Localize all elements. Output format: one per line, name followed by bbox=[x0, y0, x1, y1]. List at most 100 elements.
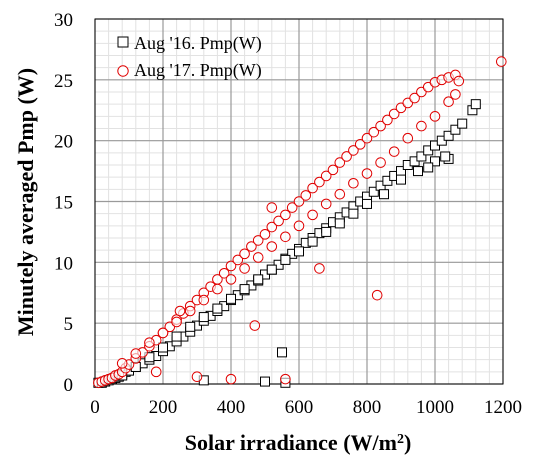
data-point-circle bbox=[184, 305, 196, 317]
series-1 bbox=[93, 56, 507, 389]
data-point-circle bbox=[402, 132, 414, 144]
y-tick-labels: 0 5 10 15 20 25 30 bbox=[54, 10, 73, 396]
x-tick-label: 0 bbox=[90, 397, 100, 418]
data-point-circle bbox=[354, 139, 366, 150]
data-point-circle bbox=[327, 164, 339, 176]
data-point-square bbox=[198, 312, 209, 323]
legend: Aug '16. Pmp(W) Aug '17. Pmp(W) bbox=[117, 33, 262, 81]
data-point-circle bbox=[259, 229, 271, 240]
plot-frame bbox=[94, 18, 504, 385]
data-points bbox=[93, 56, 507, 389]
y-tick-label: 10 bbox=[54, 253, 73, 274]
data-point-circle bbox=[371, 289, 383, 301]
data-point-square bbox=[253, 274, 264, 285]
data-point-square bbox=[368, 186, 379, 197]
data-point-square bbox=[260, 376, 270, 387]
data-point-square bbox=[144, 352, 155, 363]
data-point-circle bbox=[348, 145, 359, 156]
data-point-circle bbox=[307, 182, 318, 194]
x-tick-label: 600 bbox=[285, 397, 314, 418]
x-tick-label: 1200 bbox=[484, 397, 522, 418]
data-point-square bbox=[440, 151, 451, 162]
data-point-circle bbox=[198, 294, 210, 306]
data-point-square bbox=[307, 236, 318, 247]
data-point-square bbox=[470, 99, 481, 110]
data-point-circle bbox=[429, 111, 441, 122]
y-tick-label: 0 bbox=[64, 375, 74, 396]
x-axis-title-superscript: 2 bbox=[397, 432, 404, 447]
y-tick-label: 5 bbox=[64, 314, 74, 335]
data-point-circle bbox=[443, 96, 454, 108]
x-tick-label: 200 bbox=[149, 397, 178, 418]
data-point-square bbox=[430, 156, 440, 167]
data-point-circle bbox=[280, 231, 291, 243]
y-tick-label: 15 bbox=[54, 193, 73, 214]
data-point-square bbox=[423, 162, 434, 173]
legend-label-aug17: Aug '17. Pmp(W) bbox=[134, 60, 262, 81]
data-point-circle bbox=[361, 168, 373, 179]
data-point-circle bbox=[239, 263, 250, 274]
y-tick-label: 25 bbox=[54, 71, 73, 92]
data-point-circle bbox=[334, 188, 346, 200]
data-point-circle bbox=[409, 92, 420, 104]
data-point-circle bbox=[157, 327, 169, 339]
data-point-circle bbox=[293, 220, 305, 232]
data-point-square bbox=[334, 218, 345, 229]
data-point-circle bbox=[450, 89, 461, 100]
data-point-circle bbox=[375, 120, 386, 132]
data-point-circle bbox=[212, 283, 223, 295]
data-point-square bbox=[321, 226, 332, 237]
y-axis-title: Minutely averaged Pmp (W) bbox=[13, 68, 38, 336]
data-point-circle bbox=[368, 126, 380, 138]
legend-marker-square bbox=[117, 36, 129, 48]
data-point-square bbox=[280, 254, 291, 265]
data-point-circle bbox=[249, 320, 261, 331]
data-point-square bbox=[416, 151, 427, 162]
data-point-circle bbox=[361, 132, 373, 144]
data-point-square bbox=[158, 342, 168, 353]
x-tick-label: 800 bbox=[353, 397, 382, 418]
data-point-square bbox=[348, 208, 359, 219]
x-axis-title-text: Solar irradiance (W/m bbox=[185, 430, 397, 455]
data-point-square bbox=[362, 198, 372, 209]
data-point-circle bbox=[453, 75, 465, 87]
data-point-circle bbox=[273, 215, 284, 227]
data-point-circle bbox=[280, 209, 291, 221]
data-point-circle bbox=[266, 241, 278, 252]
data-point-square bbox=[379, 189, 389, 200]
x-axis-title-close: ) bbox=[404, 430, 411, 455]
data-point-circle bbox=[280, 373, 291, 385]
data-point-circle bbox=[416, 120, 427, 132]
data-point-circle bbox=[246, 241, 257, 252]
x-tick-label: 400 bbox=[217, 397, 246, 418]
series-0 bbox=[93, 99, 481, 388]
y-tick-label: 20 bbox=[54, 132, 73, 153]
data-point-circle bbox=[218, 267, 230, 279]
data-point-circle bbox=[320, 170, 332, 182]
data-point-square bbox=[413, 166, 423, 177]
data-point-square bbox=[226, 293, 236, 304]
data-point-square bbox=[457, 118, 468, 129]
data-point-square bbox=[443, 130, 454, 141]
data-point-circle bbox=[130, 348, 142, 359]
data-point-circle bbox=[286, 202, 298, 213]
data-point-square bbox=[294, 246, 304, 257]
data-point-circle bbox=[171, 316, 182, 328]
data-point-circle bbox=[293, 196, 305, 207]
data-point-circle bbox=[496, 56, 507, 67]
data-point-square bbox=[266, 264, 277, 275]
data-point-circle bbox=[348, 177, 359, 189]
y-tick-label: 30 bbox=[54, 10, 73, 31]
data-point-circle bbox=[239, 248, 250, 260]
legend-marker-circle bbox=[117, 65, 129, 77]
x-tick-label: 1000 bbox=[416, 397, 454, 418]
data-point-circle bbox=[314, 263, 325, 274]
data-point-square bbox=[185, 321, 196, 332]
data-point-circle bbox=[341, 151, 352, 162]
data-point-square bbox=[239, 284, 250, 295]
data-point-circle bbox=[300, 190, 312, 201]
data-point-circle bbox=[191, 371, 203, 383]
data-point-square bbox=[212, 303, 223, 314]
